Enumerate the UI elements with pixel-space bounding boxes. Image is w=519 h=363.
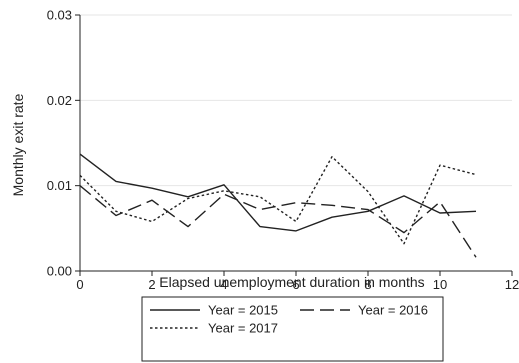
y-axis-title: Monthly exit rate [10,93,26,196]
y-tick-label: 0.02 [47,93,72,108]
x-tick-label: 10 [433,277,447,292]
x-tick-label: 2 [148,277,155,292]
legend-label: Year = 2017 [208,321,278,336]
axes: 0.00 0.01 0.02 0.03 0 2 4 6 8 10 12 [47,8,519,293]
series-lines [79,153,477,258]
series-line-2017 [79,155,477,245]
series-line-2015 [79,153,477,232]
legend-label: Year = 2015 [208,303,278,318]
y-tick-label: 0.00 [47,264,72,279]
x-tick-label: 8 [364,277,371,292]
x-tick-label: 12 [505,277,519,292]
series-line-2016 [79,185,477,258]
x-axis-title: Elapsed unemployment duration in months [159,274,424,290]
y-tick-label: 0.03 [47,8,72,23]
x-tick-label: 6 [292,277,299,292]
grid-lines [80,14,512,187]
y-tick-label: 0.01 [47,178,72,193]
x-tick-label: 0 [76,277,83,292]
legend-box [141,296,444,362]
legend: Year = 2015 Year = 2016 Year = 2017 [141,296,444,362]
x-tick-label: 4 [220,277,227,292]
legend-label: Year = 2016 [358,303,428,318]
